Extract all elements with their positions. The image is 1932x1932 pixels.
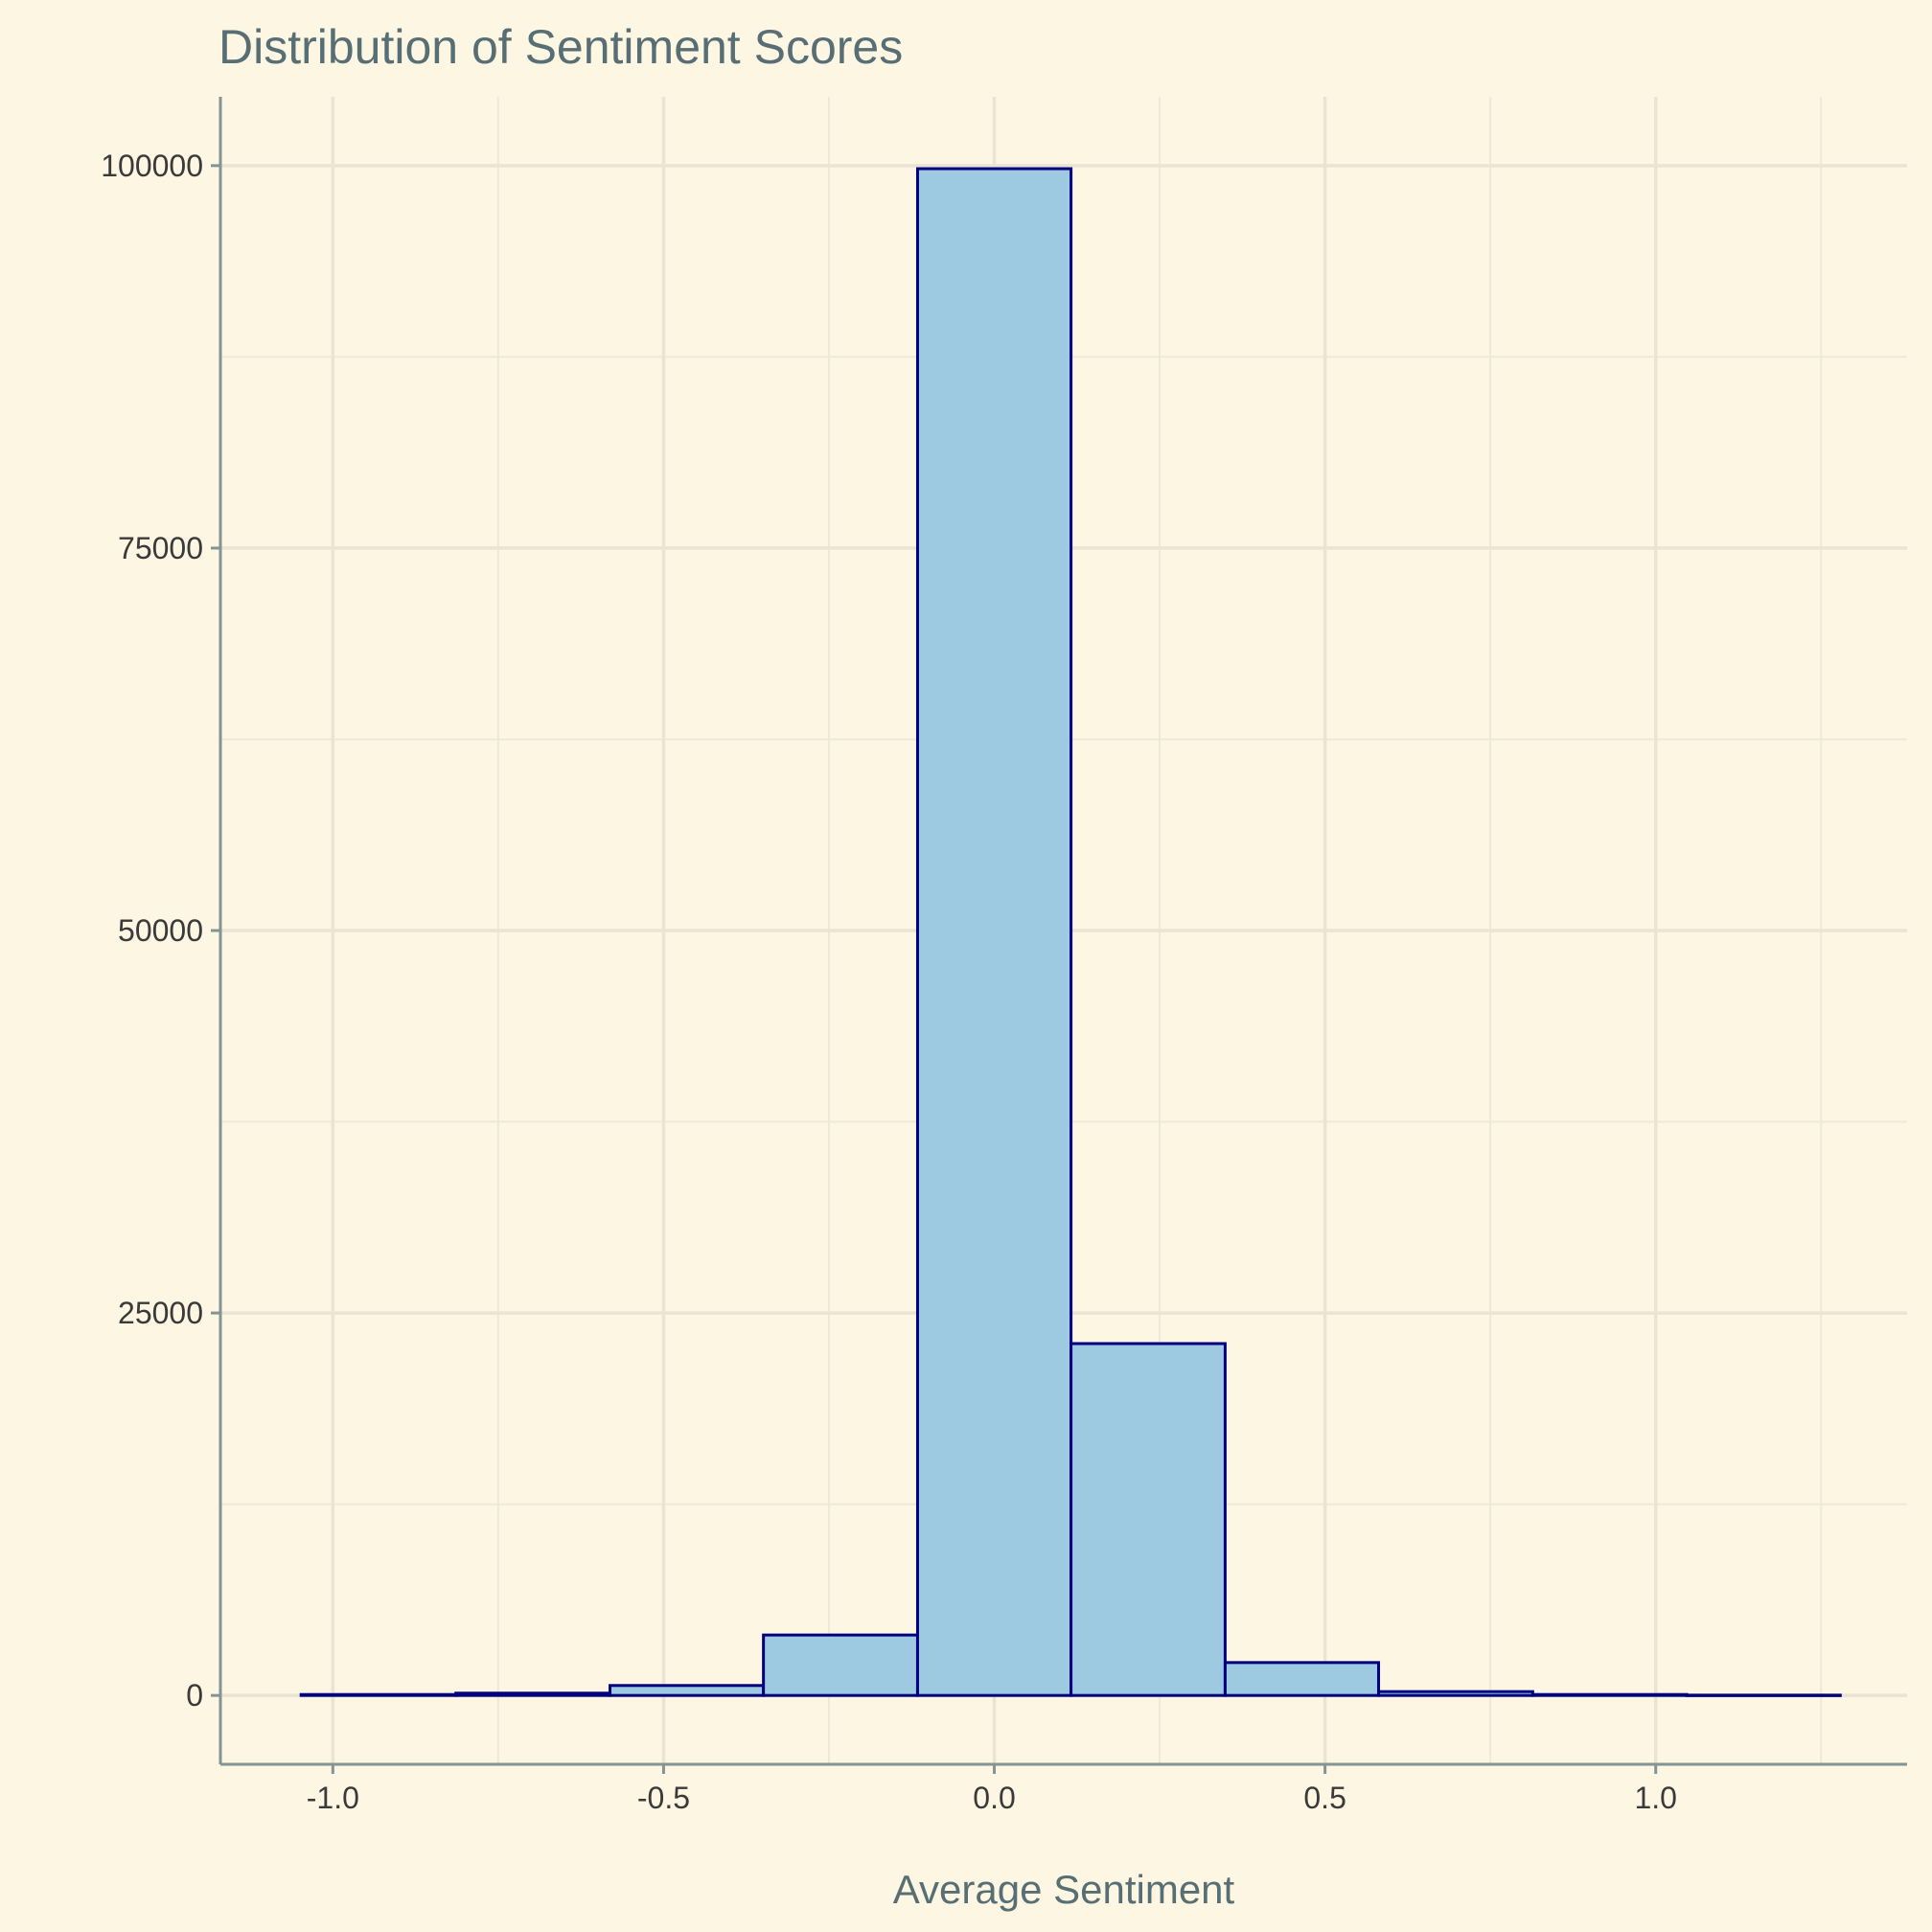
x-tick-label: 1.0	[1634, 1781, 1676, 1815]
histogram-bar	[762, 1633, 919, 1697]
histogram-bar	[1530, 1692, 1689, 1697]
histogram-bar	[915, 167, 1073, 1697]
x-tick-label: 0.0	[973, 1781, 1015, 1815]
histogram-bar	[454, 1691, 612, 1697]
y-tick-label: 25000	[118, 1296, 203, 1330]
chart-title: Distribution of Sentiment Scores	[218, 20, 903, 74]
histogram-bar	[609, 1684, 766, 1697]
y-tick-label: 0	[186, 1678, 203, 1713]
x-axis-ticks: -1.0 -0.5 0.0 0.5 1.0	[307, 1764, 1677, 1815]
histogram-bar	[299, 1692, 458, 1697]
y-tick-label: 50000	[118, 913, 203, 948]
x-tick-label: -1.0	[307, 1781, 359, 1815]
histogram-bar	[1685, 1693, 1842, 1697]
x-tick-label: 0.5	[1303, 1781, 1346, 1815]
x-axis-title: Average Sentiment	[893, 1867, 1235, 1912]
histogram-bars	[299, 167, 1842, 1697]
histogram-bar	[1223, 1661, 1381, 1697]
y-tick-label: 100000	[101, 149, 203, 183]
y-tick-label: 75000	[118, 531, 203, 565]
histogram-bar	[1377, 1690, 1534, 1697]
histogram-bar	[1070, 1342, 1227, 1697]
y-axis-ticks: 0 25000 50000 75000 100000	[101, 149, 220, 1713]
x-tick-label: -0.5	[637, 1781, 690, 1815]
